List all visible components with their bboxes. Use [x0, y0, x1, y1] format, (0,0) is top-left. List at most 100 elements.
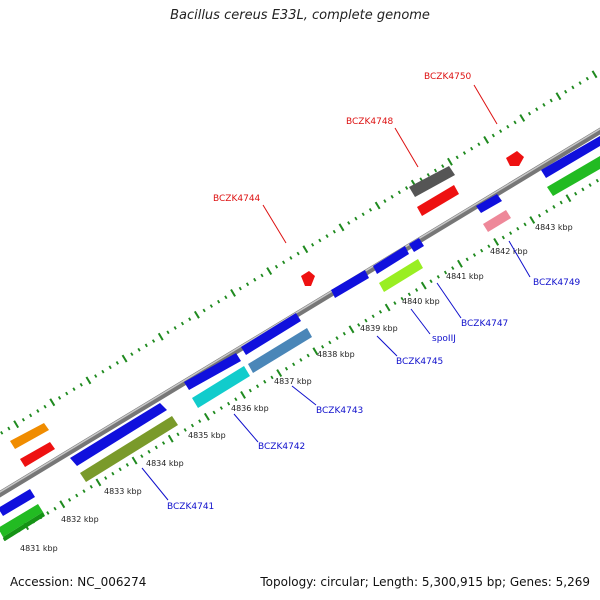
kbp-label: 4843 kbp — [535, 223, 573, 232]
minor-tick — [325, 234, 329, 238]
gene-red-left[interactable] — [20, 442, 55, 467]
minor-tick — [426, 173, 430, 177]
major-tick — [230, 288, 236, 297]
gene-pink[interactable] — [483, 210, 511, 232]
accession-label: Accession: NC_006274 — [10, 575, 147, 589]
major-tick — [338, 223, 345, 232]
major-tick — [348, 325, 355, 334]
minor-tick — [571, 85, 575, 90]
gene-blue-left[interactable] — [0, 489, 35, 516]
minor-tick — [400, 296, 404, 301]
gene-label[interactable]: BCZK4742 — [258, 442, 305, 452]
minor-tick — [57, 396, 62, 400]
minor-tick — [29, 413, 33, 418]
minor-tick — [311, 243, 315, 247]
gene-green-right[interactable] — [547, 156, 600, 196]
minor-tick — [151, 339, 156, 343]
gene-blue-right[interactable] — [541, 136, 600, 178]
minor-tick — [101, 369, 105, 374]
minor-tick — [161, 441, 166, 445]
gene-blue-4837[interactable] — [241, 313, 301, 355]
gene-red-4748[interactable] — [417, 185, 459, 216]
gene-label[interactable]: BCZK4745 — [396, 357, 443, 367]
minor-tick — [255, 384, 260, 389]
minor-tick — [321, 345, 325, 349]
gene-labels: BCZK4744 BCZK4748 BCZK4750 BCZK4741 BCZK… — [167, 72, 581, 512]
minor-tick — [585, 76, 589, 81]
minor-tick — [470, 146, 474, 151]
minor-tick — [89, 484, 93, 489]
gene-green-left[interactable] — [0, 504, 43, 537]
gene-label[interactable]: BCZK4741 — [167, 502, 214, 512]
minor-tick — [516, 226, 520, 231]
map-title: Bacillus cereus E33L, complete genome — [170, 8, 430, 23]
minor-tick — [284, 366, 289, 371]
gene-label[interactable]: BCZK4749 — [533, 278, 581, 288]
gene-label[interactable]: BCZK4750 — [424, 72, 472, 82]
minor-tick — [318, 238, 322, 243]
minor-tick — [36, 409, 40, 413]
minor-tick — [429, 279, 433, 284]
gene-blue-4834[interactable] — [70, 403, 167, 466]
gene-blue-4840[interactable] — [373, 246, 409, 274]
gene-green-left-2[interactable] — [3, 512, 45, 541]
minor-tick — [574, 191, 578, 196]
minor-tick — [43, 404, 47, 409]
minor-tick — [137, 347, 141, 352]
genome-backbone — [0, 127, 600, 498]
kbp-label: 4841 kbp — [446, 272, 484, 281]
minor-tick — [245, 282, 250, 287]
minor-tick — [578, 81, 582, 85]
minor-tick — [523, 222, 527, 227]
major-tick — [276, 369, 283, 378]
major-tick — [591, 70, 598, 79]
minor-tick — [154, 445, 158, 450]
gene-blue-4842[interactable] — [476, 194, 502, 213]
gene-label[interactable]: BCZK4747 — [461, 319, 508, 329]
minor-tick — [289, 256, 293, 260]
minor-tick — [549, 98, 553, 103]
major-tick — [555, 92, 562, 101]
minor-tick — [21, 417, 25, 422]
gene-lime[interactable] — [379, 259, 423, 292]
gene-label[interactable]: BCZK4744 — [213, 194, 261, 204]
gene-blue-4836[interactable] — [184, 353, 241, 390]
gene-red-small-2[interactable] — [506, 151, 524, 166]
major-tick — [167, 434, 174, 443]
gene-label[interactable]: spoIIJ — [432, 334, 456, 344]
gene-cyan[interactable] — [192, 366, 250, 408]
kbp-label: 4831 kbp — [20, 544, 58, 553]
major-tick — [493, 237, 500, 246]
gene-blue-small[interactable] — [409, 238, 424, 252]
major-tick — [519, 114, 526, 122]
gene-label[interactable]: BCZK4748 — [346, 117, 394, 127]
major-tick — [131, 456, 138, 465]
major-tick — [203, 412, 210, 421]
minor-tick — [393, 301, 397, 305]
kbp-label: 4837 kbp — [274, 377, 312, 386]
minor-tick — [299, 358, 303, 362]
major-tick — [266, 267, 273, 276]
minor-tick — [111, 471, 115, 476]
minor-tick — [0, 431, 4, 435]
gene-steel[interactable] — [248, 328, 312, 373]
minor-tick — [147, 449, 151, 454]
minor-tick — [527, 111, 532, 116]
minor-tick — [292, 362, 296, 367]
minor-tick — [552, 205, 556, 209]
gene-red-small-1[interactable] — [301, 271, 315, 286]
gene-label[interactable]: BCZK4743 — [316, 406, 363, 416]
major-tick — [59, 500, 66, 509]
gene-features — [0, 136, 600, 541]
minor-tick — [180, 321, 185, 326]
major-tick — [529, 216, 536, 224]
gene-orange[interactable] — [10, 423, 49, 449]
minor-tick — [274, 264, 279, 269]
gene-olive[interactable] — [80, 416, 178, 482]
minor-tick — [390, 194, 394, 199]
gene-blue-4839[interactable] — [331, 270, 369, 298]
minor-tick — [144, 343, 148, 348]
kbp-label: 4836 kbp — [231, 404, 269, 413]
gene-grey[interactable] — [409, 166, 455, 197]
minor-tick — [212, 410, 216, 415]
